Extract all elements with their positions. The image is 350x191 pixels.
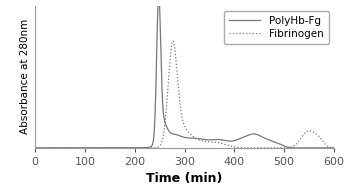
PolyHb-Fg [323, 147, 327, 149]
Fibrinogen [332, 147, 336, 149]
Fibrinogen [161, 136, 165, 138]
PolyHb-Fg [250, 133, 254, 135]
Line: Fibrinogen: Fibrinogen [35, 41, 334, 148]
PolyHb-Fg [33, 147, 37, 149]
PolyHb-Fg [175, 134, 179, 136]
Fibrinogen [250, 147, 254, 149]
PolyHb-Fg [332, 147, 336, 149]
Fibrinogen [175, 73, 179, 75]
Y-axis label: Absorbance at 280nm: Absorbance at 280nm [20, 19, 29, 134]
Fibrinogen [308, 130, 312, 132]
PolyHb-Fg [159, 44, 163, 46]
Fibrinogen [171, 40, 175, 42]
Line: PolyHb-Fg: PolyHb-Fg [35, 0, 334, 148]
Legend: PolyHb-Fg, Fibrinogen: PolyHb-Fg, Fibrinogen [224, 11, 329, 44]
X-axis label: Time (min): Time (min) [146, 172, 223, 185]
Fibrinogen [159, 144, 163, 146]
Fibrinogen [33, 147, 37, 149]
PolyHb-Fg [308, 147, 312, 149]
PolyHb-Fg [161, 109, 165, 111]
Fibrinogen [323, 142, 327, 145]
